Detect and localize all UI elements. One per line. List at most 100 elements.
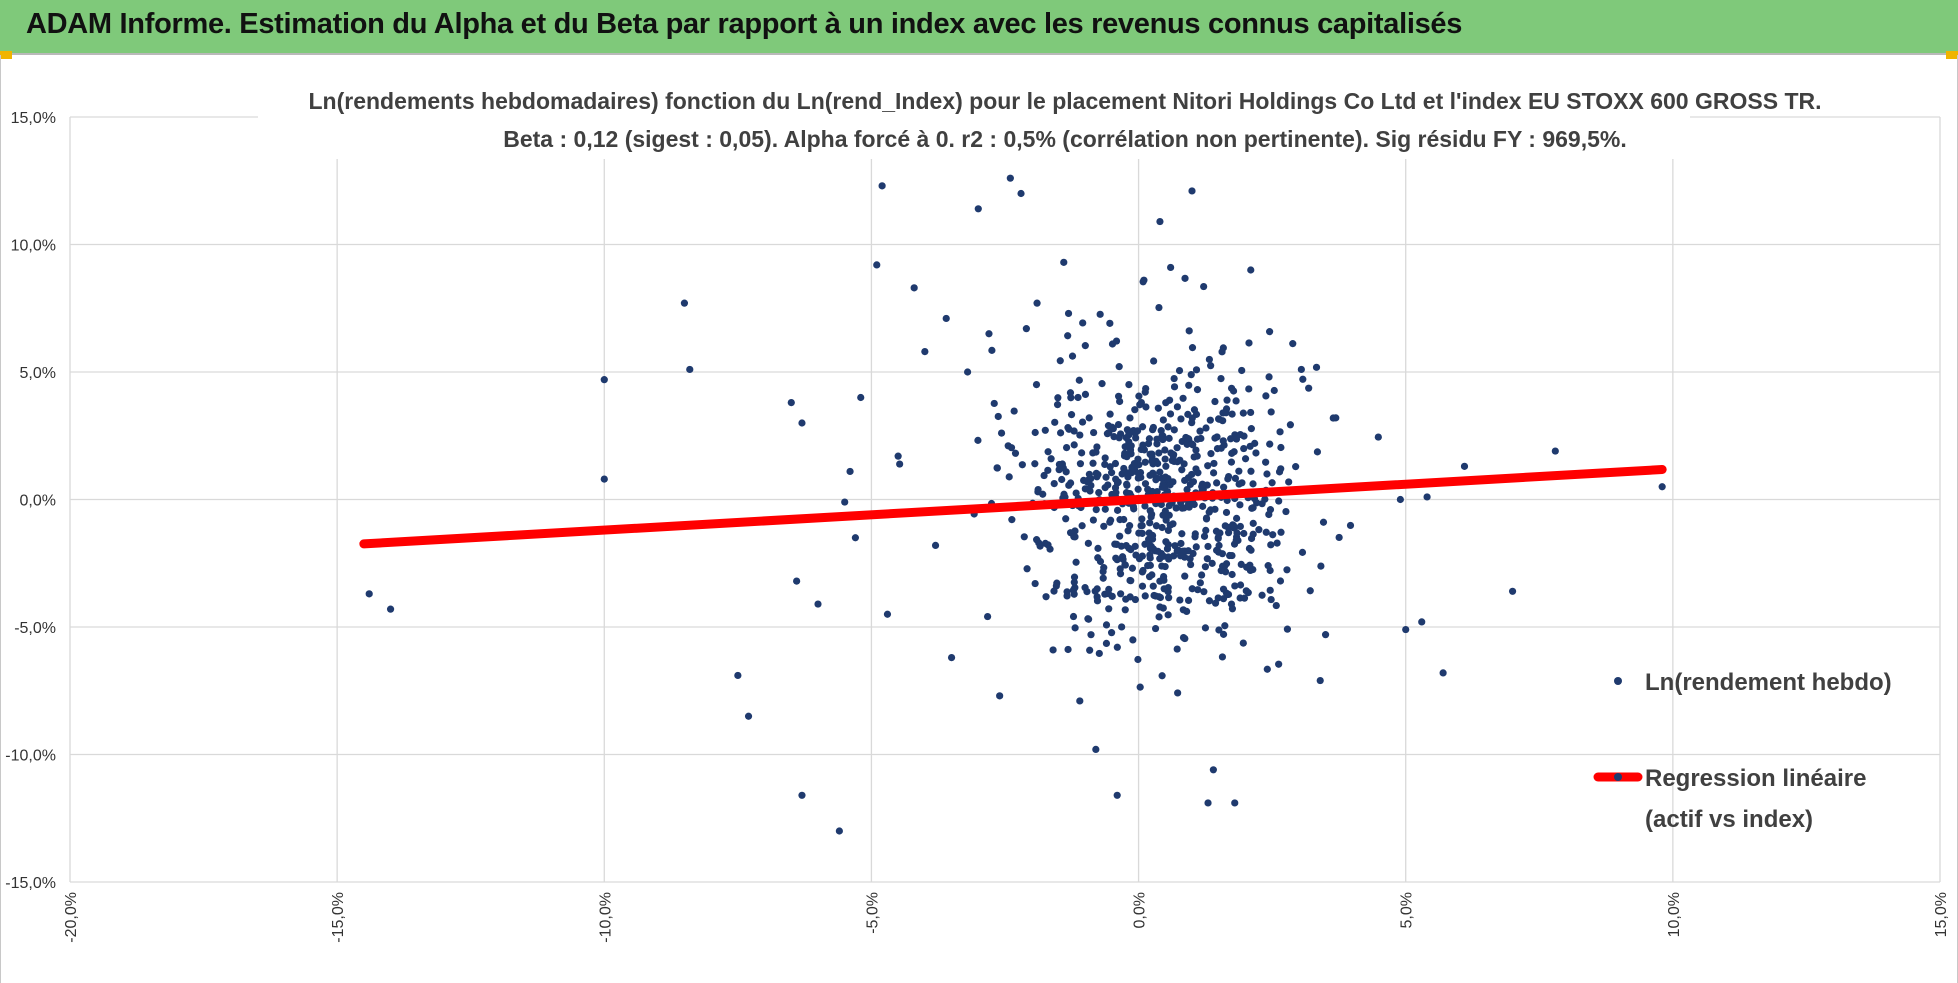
data-point — [1161, 455, 1169, 463]
data-point — [1189, 478, 1198, 486]
data-point — [1158, 523, 1166, 532]
data-point — [1236, 581, 1245, 589]
data-point — [1277, 443, 1285, 452]
data-point — [1033, 299, 1041, 307]
data-point — [1276, 428, 1284, 436]
data-point — [1062, 515, 1070, 523]
data-point — [1162, 462, 1170, 470]
data-point — [1116, 532, 1124, 540]
data-point — [1135, 392, 1143, 400]
y-tick-label: 5,0% — [20, 365, 56, 382]
data-point — [1299, 375, 1307, 383]
y-tick-label: 15,0% — [11, 110, 56, 127]
data-point — [1118, 623, 1126, 631]
data-point — [1146, 519, 1154, 527]
data-point — [1161, 562, 1169, 571]
data-point — [942, 314, 950, 323]
data-point — [798, 791, 806, 799]
data-point — [1197, 434, 1205, 443]
data-point — [1105, 585, 1113, 593]
data-point — [1228, 551, 1236, 560]
data-point — [1074, 393, 1082, 402]
data-point — [1118, 553, 1127, 561]
data-point — [1069, 586, 1078, 594]
data-point — [851, 534, 860, 542]
data-point — [1184, 596, 1193, 605]
data-point — [1107, 469, 1116, 477]
data-point — [1140, 446, 1148, 454]
data-point — [1063, 588, 1071, 596]
data-point — [1187, 560, 1195, 569]
data-point — [1263, 470, 1271, 478]
data-point — [1102, 639, 1111, 648]
data-point — [1206, 416, 1214, 424]
data-point — [1181, 572, 1189, 580]
data-point — [1076, 460, 1085, 468]
data-point — [1044, 541, 1052, 549]
data-point — [1115, 434, 1123, 442]
data-point — [1155, 303, 1163, 312]
data-point — [1185, 381, 1193, 389]
data-point — [1202, 424, 1210, 432]
data-point — [1006, 174, 1014, 182]
data-point — [1081, 390, 1090, 399]
data-point — [1092, 745, 1100, 754]
data-point — [1076, 697, 1084, 705]
data-point — [1188, 419, 1196, 427]
data-point — [841, 498, 849, 506]
x-axis-tick-labels: -20,0% -15,0% -10,0% -5,0% 0,0% 5,0% 10,0% 15,0… — [63, 892, 1950, 943]
data-point — [1108, 592, 1116, 600]
data-point — [1101, 454, 1109, 462]
data-point — [1267, 541, 1275, 549]
data-point — [1269, 531, 1277, 539]
data-point — [1220, 483, 1228, 491]
data-point — [1200, 282, 1208, 291]
data-point — [1305, 384, 1313, 392]
data-point — [1159, 416, 1167, 424]
data-point — [1165, 396, 1174, 404]
data-point — [1031, 579, 1039, 588]
data-point — [1173, 645, 1181, 653]
data-point — [996, 692, 1004, 700]
data-point — [1137, 522, 1145, 530]
data-point — [1094, 554, 1102, 562]
data-point — [1201, 563, 1210, 571]
data-point — [1239, 639, 1247, 647]
data-point — [1267, 595, 1275, 604]
data-point — [1138, 568, 1147, 576]
data-point — [1224, 472, 1233, 481]
data-point — [1418, 618, 1426, 626]
data-point — [1221, 522, 1229, 530]
data-point — [1235, 480, 1243, 488]
data-point — [947, 654, 956, 662]
data-point — [1206, 506, 1215, 514]
data-point — [1246, 561, 1254, 569]
data-point — [1145, 540, 1153, 548]
data-point — [1207, 362, 1215, 370]
data-point — [1329, 414, 1337, 422]
data-point — [1258, 591, 1266, 599]
data-point — [1178, 504, 1186, 512]
data-point — [1188, 585, 1196, 593]
data-point — [1154, 404, 1162, 412]
data-point — [1207, 450, 1215, 458]
data-point — [1176, 552, 1185, 560]
data-point — [1211, 599, 1220, 607]
data-point — [1247, 467, 1255, 475]
data-point — [1148, 457, 1156, 465]
data-point — [1093, 443, 1101, 451]
data-point — [1062, 443, 1071, 452]
data-point — [1049, 646, 1057, 654]
data-point — [1227, 458, 1236, 466]
data-point — [1176, 596, 1184, 604]
data-point — [1126, 522, 1134, 530]
data-point — [1277, 528, 1285, 536]
data-point — [1078, 418, 1087, 426]
data-point — [1319, 518, 1328, 526]
data-point — [1135, 529, 1143, 537]
data-point — [1181, 476, 1189, 485]
data-point — [1011, 449, 1020, 457]
data-point — [386, 605, 395, 613]
data-point — [1218, 348, 1226, 356]
data-point — [1233, 529, 1241, 537]
